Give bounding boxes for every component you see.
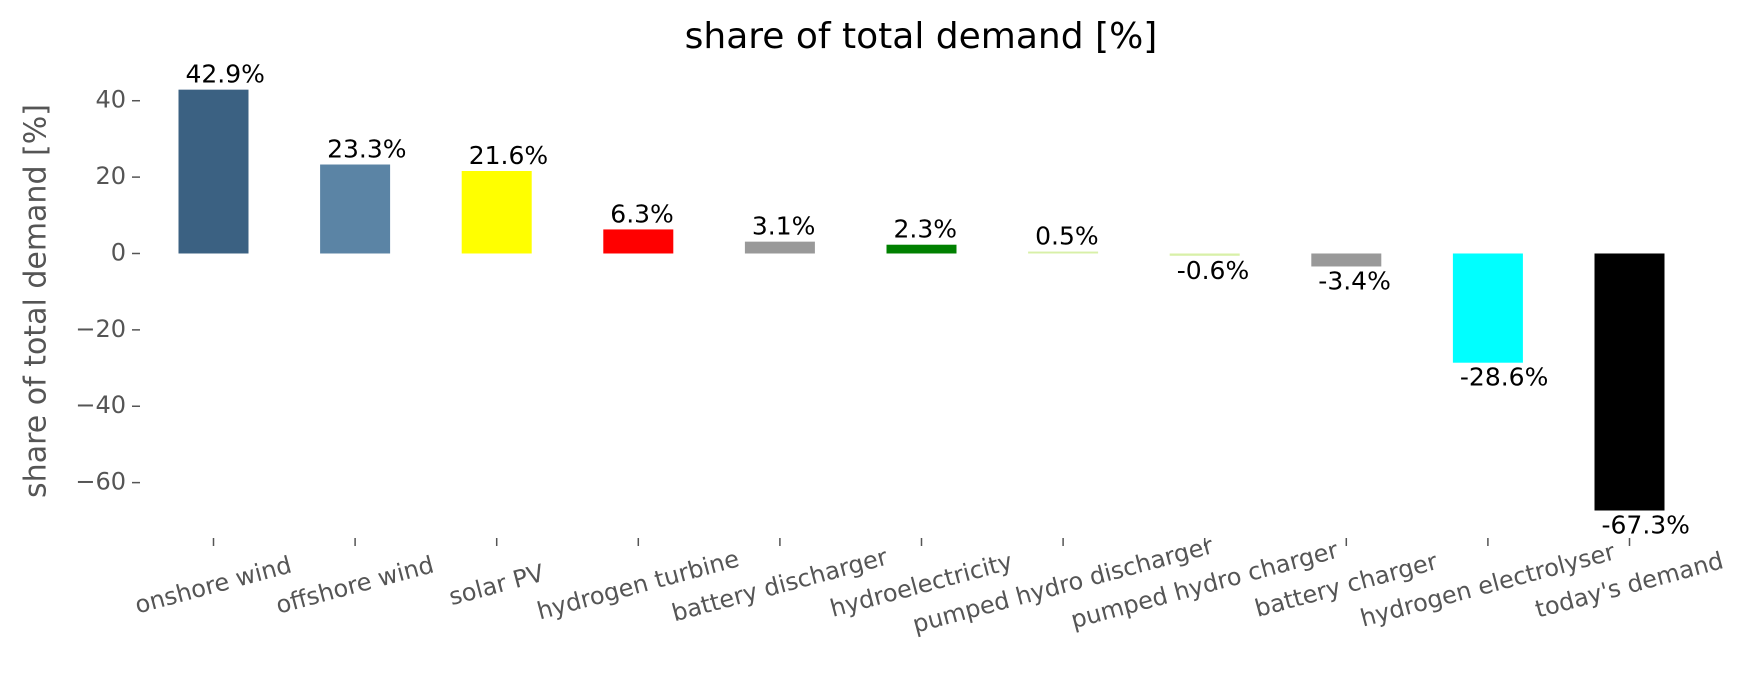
x-tick-label: solar PV: [446, 559, 547, 611]
bar: [320, 164, 391, 254]
value-label: 21.6%: [469, 141, 548, 170]
value-label: -28.6%: [1460, 363, 1548, 392]
bar: [1594, 253, 1665, 511]
value-label: 6.3%: [610, 199, 674, 228]
bar: [1169, 253, 1240, 256]
value-label: -0.6%: [1177, 256, 1250, 285]
y-tick-label: 20: [95, 162, 126, 190]
x-tick-label: offshore wind: [273, 551, 437, 620]
y-tick-label: −60: [75, 468, 126, 496]
value-label: -3.4%: [1318, 266, 1391, 295]
y-tick-label: −40: [75, 391, 126, 419]
y-axis-label: share of total demand [%]: [19, 104, 54, 498]
x-tick-label: onshore wind: [132, 551, 295, 620]
value-label: 42.9%: [186, 60, 265, 89]
bar: [1452, 253, 1523, 363]
bar: [744, 241, 815, 254]
y-tick-label: 40: [95, 86, 126, 114]
bar: [886, 244, 957, 254]
value-label: 0.5%: [1035, 222, 1099, 251]
y-tick-label: 0: [111, 238, 126, 266]
value-label: 3.1%: [752, 212, 816, 241]
chart-title: share of total demand [%]: [685, 16, 1158, 57]
bar: [461, 171, 532, 254]
bar: [1028, 251, 1099, 254]
value-label: -67.3%: [1602, 511, 1690, 540]
bar: [603, 229, 674, 254]
value-label: 2.3%: [894, 215, 958, 244]
bar: [178, 89, 249, 254]
y-tick-label: −20: [75, 315, 126, 343]
value-label: 23.3%: [327, 135, 406, 164]
bar: [1311, 253, 1382, 267]
